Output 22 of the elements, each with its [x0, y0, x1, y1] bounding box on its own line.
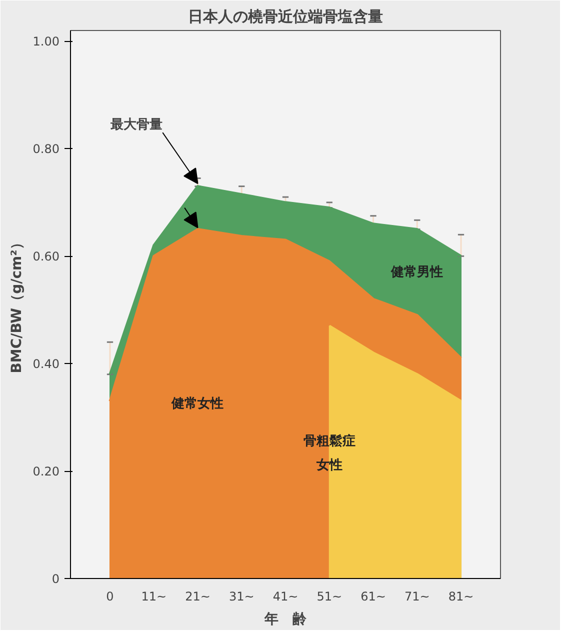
x-tick-label: 61~: [360, 590, 386, 604]
series-label: 骨粗鬆症女性: [303, 433, 356, 474]
y-tick-label: 0.40: [32, 357, 60, 372]
annotation: 最大骨量: [109, 118, 162, 133]
y-tick-label: 0: [52, 572, 60, 586]
y-tick-label: 0.80: [32, 142, 60, 156]
x-tick-label: 21~: [185, 590, 210, 604]
x-tick-label: 51~: [316, 590, 342, 604]
chart-title: 日本人の橈骨近位端骨塩含量: [188, 8, 383, 26]
series-label: 健常女性: [170, 396, 224, 412]
x-tick-label: 71~: [404, 590, 430, 604]
series-label: 健常男性: [390, 264, 444, 280]
x-tick-label: 81~: [448, 590, 474, 604]
y-tick-label: 1.00: [32, 34, 60, 49]
y-tick-label: 0.20: [32, 464, 60, 479]
x-tick-label: 41~: [272, 590, 298, 604]
x-axis-title: 年 齢: [264, 612, 308, 628]
x-tick-label: 11~: [141, 590, 167, 604]
x-tick-label: 31~: [228, 590, 254, 604]
y-tick-label: 0.60: [32, 250, 60, 264]
y-axis-title: BMC/BW（g/cm²）: [8, 236, 25, 374]
x-tick-label: 0: [106, 590, 114, 604]
